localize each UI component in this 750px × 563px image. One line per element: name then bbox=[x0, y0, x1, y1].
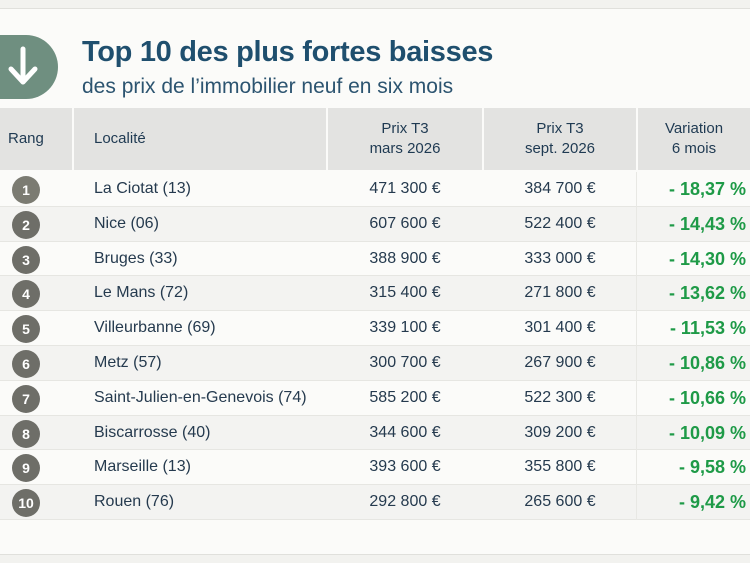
col-rank-header: Rang bbox=[8, 130, 44, 147]
locality-cell: Le Mans (72) bbox=[94, 284, 189, 302]
price-mar-cell: 607 600 € bbox=[369, 214, 441, 232]
locality-cell: Biscarrosse (40) bbox=[94, 423, 211, 441]
price-sep-cell: 267 900 € bbox=[524, 353, 596, 371]
table-row: 4 Le Mans (72) 315 400 € 271 800 € - 13,… bbox=[0, 276, 750, 312]
price-sep-cell: 522 300 € bbox=[524, 388, 596, 406]
table-row: 9 Marseille (13) 393 600 € 355 800 € - 9… bbox=[0, 450, 750, 486]
price-mar-cell: 388 900 € bbox=[369, 249, 441, 267]
table-row: 2 Nice (06) 607 600 € 522 400 € - 14,43 … bbox=[0, 206, 750, 242]
col-price-sep-header: Prix T3 sept. 2026 bbox=[524, 120, 596, 157]
col-locality-header: Localité bbox=[94, 130, 146, 147]
locality-cell: Rouen (76) bbox=[94, 493, 175, 511]
table-row: 10 Rouen (76) 292 800 € 265 600 € - 9,42… bbox=[0, 485, 750, 520]
price-mar-cell: 393 600 € bbox=[369, 458, 441, 476]
locality-cell: Marseille (13) bbox=[94, 458, 191, 476]
column-divider bbox=[636, 172, 637, 520]
locality-cell: Metz (57) bbox=[94, 353, 162, 371]
rank-badge: 10 bbox=[12, 489, 40, 518]
locality-cell: Nice (06) bbox=[94, 214, 159, 232]
price-mar-cell: 315 400 € bbox=[369, 284, 441, 302]
variation-cell: - 9,42 % bbox=[678, 492, 746, 513]
page-subtitle: des prix de l’immobilier neuf en six moi… bbox=[82, 75, 454, 98]
variation-cell: - 18,37 % bbox=[668, 179, 746, 199]
variation-cell: - 14,43 % bbox=[668, 213, 746, 234]
price-sep-cell: 265 600 € bbox=[524, 493, 596, 511]
table-row: 8 Biscarrosse (40) 344 600 € 309 200 € -… bbox=[0, 415, 750, 451]
table-header: Rang Localité Prix T3 mars 2026 Prix T3 … bbox=[0, 108, 750, 170]
header-divider bbox=[326, 108, 328, 170]
price-sep-cell: 522 400 € bbox=[524, 214, 596, 232]
variation-cell: - 10,66 % bbox=[668, 387, 746, 408]
price-mar-cell: 344 600 € bbox=[369, 423, 441, 441]
table-row: 5 Villeurbanne (69) 339 100 € 301 400 € … bbox=[0, 311, 750, 346]
rank-badge: 2 bbox=[12, 210, 40, 239]
down-badge bbox=[0, 35, 58, 99]
variation-cell: - 9,58 % bbox=[678, 457, 746, 478]
rank-badge: 8 bbox=[12, 419, 40, 448]
rank-badge: 4 bbox=[12, 280, 40, 309]
price-mar-cell: 292 800 € bbox=[369, 493, 441, 511]
table-row: 3 Bruges (33) 388 900 € 333 000 € - 14,3… bbox=[0, 242, 750, 277]
table-body: 1 La Ciotat (13) 471 300 € 384 700 € - 1… bbox=[0, 172, 750, 520]
table-row: 7 Saint-Julien-en-Genevois (74) 585 200 … bbox=[0, 381, 750, 416]
col-price-mar-header: Prix T3 mars 2026 bbox=[369, 120, 441, 157]
variation-cell: - 14,30 % bbox=[668, 248, 746, 269]
locality-cell: Villeurbanne (69) bbox=[94, 319, 216, 337]
locality-cell: Saint-Julien-en-Genevois (74) bbox=[94, 388, 307, 406]
price-sep-cell: 333 000 € bbox=[524, 249, 596, 267]
rank-badge: 6 bbox=[12, 349, 40, 378]
rank-badge: 1 bbox=[12, 176, 40, 204]
rank-badge: 5 bbox=[12, 315, 40, 344]
header-divider bbox=[636, 108, 638, 170]
col-variation-header: Variation 6 mois bbox=[664, 120, 724, 157]
variation-cell: - 13,62 % bbox=[668, 283, 746, 304]
header-divider bbox=[72, 108, 74, 170]
rank-badge: 3 bbox=[12, 245, 40, 274]
table-row: 6 Metz (57) 300 700 € 267 900 € - 10,86 … bbox=[0, 345, 750, 381]
arrow-down-icon bbox=[8, 46, 38, 85]
locality-cell: La Ciotat (13) bbox=[94, 180, 191, 197]
price-sep-cell: 309 200 € bbox=[524, 423, 596, 441]
variation-cell: - 10,86 % bbox=[668, 352, 746, 373]
header-divider bbox=[482, 108, 484, 170]
price-sep-cell: 271 800 € bbox=[524, 284, 596, 302]
locality-cell: Bruges (33) bbox=[94, 249, 178, 267]
price-sep-cell: 355 800 € bbox=[524, 458, 596, 476]
price-mar-cell: 471 300 € bbox=[369, 180, 441, 197]
variation-cell: - 11,53 % bbox=[669, 318, 746, 339]
price-sep-cell: 384 700 € bbox=[524, 180, 596, 197]
rank-badge: 7 bbox=[12, 384, 40, 413]
rank-badge: 9 bbox=[12, 454, 40, 483]
price-mar-cell: 585 200 € bbox=[369, 388, 441, 406]
price-mar-cell: 300 700 € bbox=[369, 353, 441, 371]
price-sep-cell: 301 400 € bbox=[524, 319, 596, 337]
table-row: 1 La Ciotat (13) 471 300 € 384 700 € - 1… bbox=[0, 172, 750, 207]
variation-cell: - 10,09 % bbox=[668, 422, 746, 443]
page-title: Top 10 des plus fortes baisses bbox=[82, 36, 494, 68]
price-mar-cell: 339 100 € bbox=[369, 319, 441, 337]
